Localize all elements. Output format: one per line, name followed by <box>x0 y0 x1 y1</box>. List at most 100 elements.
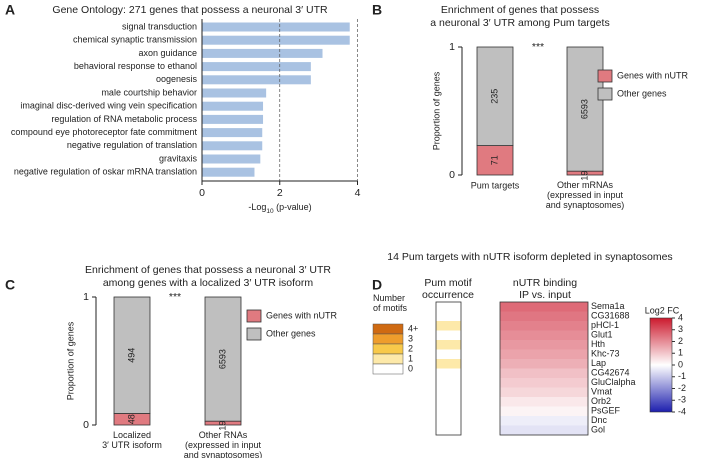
bar <box>202 167 255 177</box>
gene-label: Orb2 <box>591 396 611 406</box>
bar <box>202 35 350 45</box>
legend-title: Number of motifs <box>373 293 408 313</box>
gene-label: Lap <box>591 358 606 368</box>
fc-cell <box>500 397 588 407</box>
bar <box>202 48 323 58</box>
legend-swatch <box>246 327 262 341</box>
legend-label: Genes with nUTR <box>266 310 338 320</box>
motif-cell <box>436 397 461 407</box>
colorbar-tick-label: -2 <box>678 383 686 393</box>
gene-label: Vmat <box>591 387 613 397</box>
colorbar <box>649 317 673 413</box>
motif-cell <box>436 321 461 331</box>
legend-label: 2 <box>408 343 413 353</box>
text-line: IP vs. input <box>519 289 571 301</box>
category-label: compound eye photoreceptor fate commitme… <box>11 127 198 137</box>
text-line: among genes with a localized 3′ UTR isof… <box>103 277 314 289</box>
motif-cell <box>436 368 461 378</box>
column-header: Pum motif occurrence <box>422 277 474 301</box>
y-axis-label: Proportion of genes <box>431 71 441 150</box>
count-label: 494 <box>126 348 136 363</box>
count-label: 199 <box>579 166 589 181</box>
category-label: gravitaxis <box>159 153 198 163</box>
y-axis-label: Proportion of genes <box>65 321 75 400</box>
gene-label: CG42674 <box>591 368 630 378</box>
bar-segment <box>476 46 514 146</box>
text-line: Enrichment of genes that possess <box>441 4 599 16</box>
panel-letter: D <box>372 277 382 293</box>
text-line: 3′ UTR isoform <box>102 440 162 450</box>
legend-label: 4+ <box>408 323 418 333</box>
legend-label: Other genes <box>266 328 316 338</box>
gene-label: CG31688 <box>591 311 630 321</box>
motif-cell <box>436 311 461 321</box>
legend-label: 1 <box>408 353 413 363</box>
category-label: Pum targets <box>471 180 520 190</box>
bar-segment <box>566 46 604 172</box>
category-label: Localized 3′ UTR isoform <box>102 430 162 450</box>
annotation: *** <box>532 41 544 53</box>
count-label: 199 <box>217 416 227 431</box>
legend-swatch <box>246 309 262 323</box>
gene-label: Khc-73 <box>591 349 620 359</box>
colorbar-tick-label: 0 <box>678 359 683 369</box>
category-label: oogenesis <box>156 74 198 84</box>
chart-title: Gene Ontology: 271 genes that possess a … <box>52 4 328 16</box>
motif-column-border <box>435 301 462 436</box>
text-line: (expressed in input <box>547 190 624 200</box>
y-tick-label: 1 <box>449 41 455 53</box>
colorbar-tick-label: 3 <box>678 324 683 334</box>
motif-cell <box>436 359 461 369</box>
legend-swatch <box>597 69 613 83</box>
legend-swatch <box>372 343 404 355</box>
fc-cell <box>500 425 588 435</box>
category-label: signal transduction <box>122 21 197 31</box>
column-header: nUTR binding IP vs. input <box>513 277 577 301</box>
gene-label: pHCl-1 <box>591 320 619 330</box>
y-tick-label: 0 <box>449 169 455 181</box>
legend-swatch <box>597 87 613 101</box>
x-tick-label: 0 <box>199 187 205 199</box>
category-label: negative regulation of translation <box>67 140 197 150</box>
fc-cell <box>500 387 588 397</box>
x-axis-label: -Log10 (p-value) <box>248 202 311 214</box>
bar <box>202 22 350 32</box>
gene-label: Sema1a <box>591 301 625 311</box>
x-label-part: -Log <box>248 202 266 212</box>
text-line: Pum motif <box>424 277 471 289</box>
category-label: male courtship behavior <box>101 87 197 97</box>
bar <box>202 154 261 164</box>
bar-segment <box>204 296 242 422</box>
count-label: 235 <box>489 89 499 104</box>
fc-cell <box>500 359 588 369</box>
text-line: Localized <box>113 430 151 440</box>
legend-label: Other genes <box>617 88 667 98</box>
chart-title: 14 Pum targets with nUTR isoform deplete… <box>387 251 672 263</box>
annotation: *** <box>169 291 181 303</box>
category-label: negative regulation of oskar mRNA transl… <box>14 167 197 177</box>
fc-cell <box>500 349 588 359</box>
motif-cell <box>436 387 461 397</box>
bar-segment <box>476 145 514 176</box>
bar <box>202 88 267 98</box>
category-label: axon guidance <box>138 48 197 58</box>
chart-title: Enrichment of genes that possess a neuro… <box>85 264 331 289</box>
text-line: of motifs <box>373 303 408 313</box>
motif-cell <box>436 416 461 426</box>
bar <box>202 114 264 124</box>
legend-label: Genes with nUTR <box>617 70 689 80</box>
text-line: (expressed in input <box>185 440 262 450</box>
text-line: occurrence <box>422 289 474 301</box>
count-label: 48 <box>126 414 136 424</box>
text-line: nUTR binding <box>513 277 577 289</box>
legend-swatch <box>372 363 404 375</box>
panel-letter: A <box>5 2 15 18</box>
legend-label: 0 <box>408 363 413 373</box>
panel-letter: C <box>5 277 15 293</box>
fc-cell <box>500 311 588 321</box>
fc-column-border <box>499 301 589 436</box>
gene-label: PsGEF <box>591 406 621 416</box>
motif-cell <box>436 378 461 388</box>
gene-label: Glut1 <box>591 330 613 340</box>
